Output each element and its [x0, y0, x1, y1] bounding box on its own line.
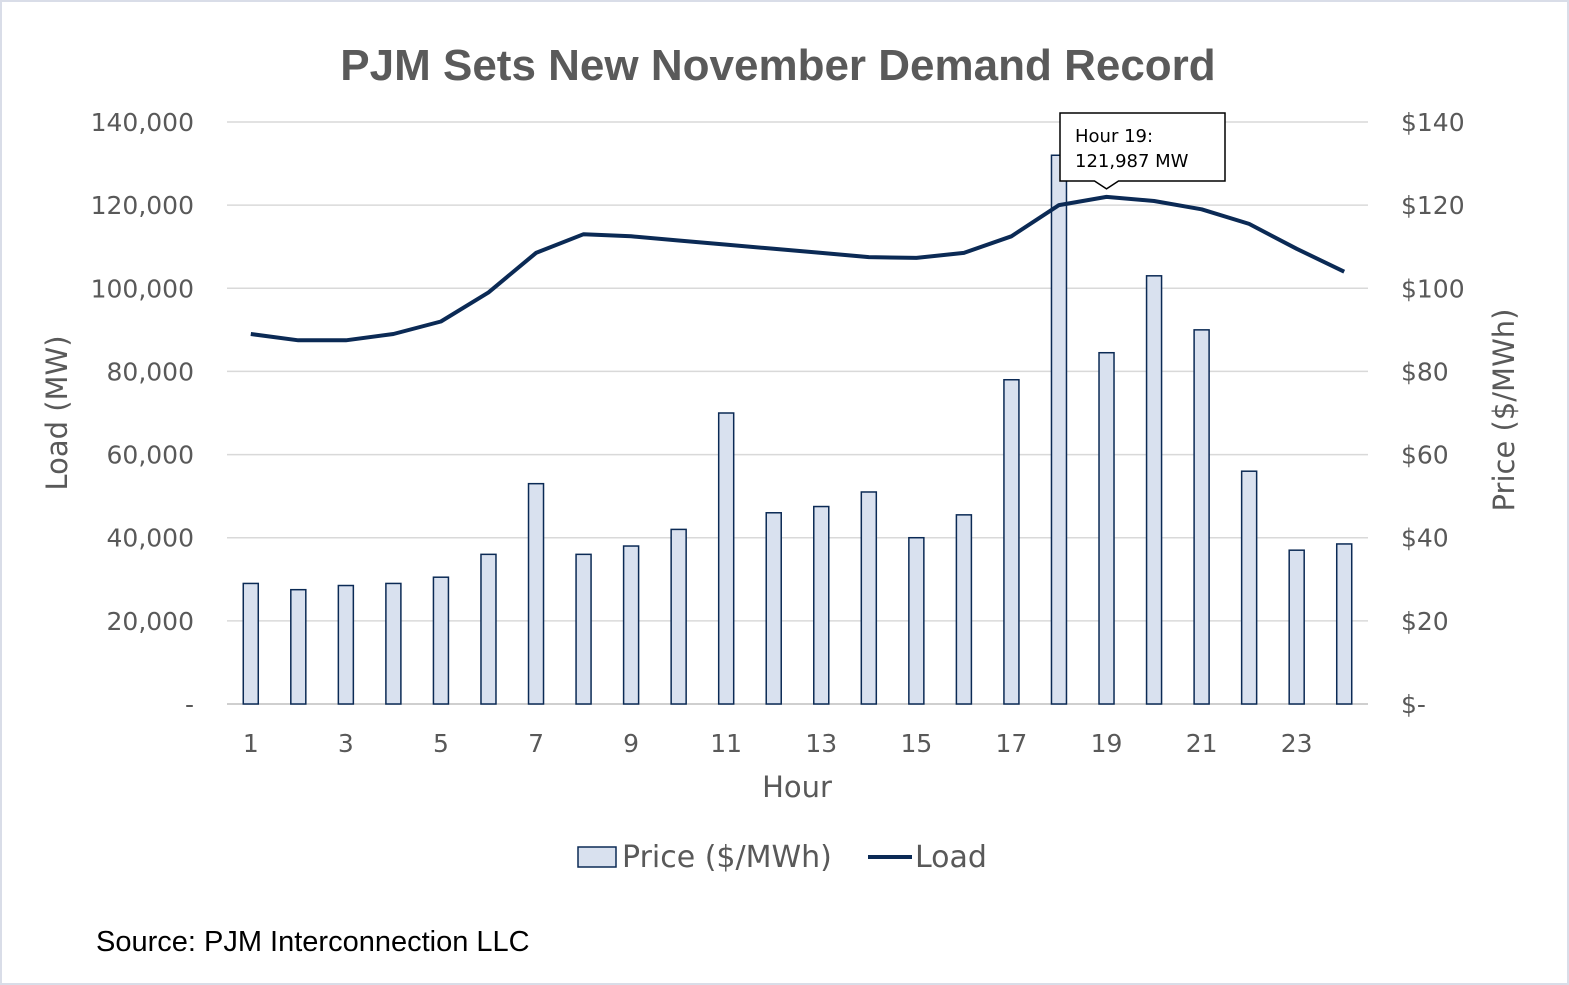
price-bar [337, 584, 355, 705]
y-right-tick-label: $40 [1401, 524, 1449, 553]
price-bar [527, 482, 545, 705]
y-left-tick-label: - [185, 690, 194, 719]
x-tick-label: 23 [1281, 729, 1313, 758]
price-bar [385, 582, 402, 705]
x-tick-label: 5 [433, 729, 449, 758]
y-left-tick-label: 20,000 [107, 607, 194, 636]
price-bar [432, 576, 450, 705]
price-bar [717, 412, 735, 705]
y-left-tick-label: 140,000 [91, 108, 194, 137]
legend-load-label: Load [915, 840, 987, 875]
y-left-tick-label: 60,000 [107, 441, 194, 470]
price-bars [242, 154, 1353, 705]
price-bar [1193, 329, 1210, 705]
x-tick-label: 13 [805, 729, 837, 758]
price-bar [765, 512, 782, 705]
price-bar [1240, 470, 1258, 705]
legend-price-label: Price ($/MWh) [622, 840, 832, 875]
load-series-line [250, 194, 1346, 343]
price-bar [1335, 543, 1353, 705]
price-bar [1050, 154, 1068, 705]
x-tick-label: 19 [1091, 729, 1123, 758]
price-bar [1288, 549, 1305, 705]
price-bar [575, 553, 592, 705]
y-right-tick-label: $20 [1401, 607, 1449, 636]
y-right-tick-label: $60 [1401, 441, 1449, 470]
x-ticks: 1 3 5 7 9 11 13 15 17 19 21 23 [243, 729, 1313, 758]
price-bar [813, 505, 830, 705]
x-tick-label: 1 [243, 729, 259, 758]
x-tick-label: 7 [528, 729, 544, 758]
x-tick-label: 9 [623, 729, 639, 758]
price-bar [242, 582, 260, 705]
source-note: Source: PJM Interconnection LLC [96, 926, 530, 958]
chart-title: PJM Sets New November Demand Record [340, 41, 1215, 90]
callout-box [1059, 112, 1226, 190]
y-right-tick-label: $- [1401, 690, 1426, 719]
price-bar [1098, 351, 1115, 705]
price-bar [670, 528, 687, 705]
y-right-ticks: $- $20 $40 $60 $80 $100 $120 $140 [1401, 108, 1465, 719]
y-left-tick-label: 80,000 [107, 357, 194, 386]
price-bar [290, 588, 307, 705]
y-left-tick-label: 120,000 [91, 191, 194, 220]
y-left-axis-title: Load (MW) [40, 335, 74, 490]
price-bar [1145, 275, 1163, 705]
y-right-tick-label: $120 [1401, 191, 1465, 220]
peak-callout: Hour 19: 121,987 MW [1059, 112, 1226, 190]
y-right-tick-label: $80 [1401, 357, 1449, 386]
price-bar [1003, 378, 1020, 705]
price-bar [480, 553, 497, 705]
x-tick-label: 15 [900, 729, 932, 758]
x-tick-label: 3 [338, 729, 354, 758]
y-right-tick-label: $100 [1401, 274, 1465, 303]
price-bar [955, 514, 973, 705]
y-left-ticks: - 20,000 40,000 60,000 80,000 100,000 120,000 1… [91, 108, 194, 719]
y-right-axis-title: Price ($/MWh) [1487, 309, 1521, 512]
callout-line2: 121,987 MW [1075, 151, 1189, 172]
y-left-tick-label: 100,000 [91, 274, 194, 303]
x-tick-label: 21 [1186, 729, 1218, 758]
callout-line1: Hour 19: [1075, 126, 1153, 147]
legend-price-swatch [577, 846, 617, 868]
x-axis-title: Hour [762, 770, 832, 804]
legend: Price ($/MWh) Load [577, 840, 987, 875]
price-bar [622, 545, 640, 705]
price-bar [860, 491, 878, 705]
x-tick-label: 17 [996, 729, 1028, 758]
y-left-tick-label: 40,000 [107, 524, 194, 553]
price-bar [908, 536, 925, 705]
y-right-tick-label: $140 [1401, 108, 1465, 137]
x-tick-label: 11 [710, 729, 742, 758]
